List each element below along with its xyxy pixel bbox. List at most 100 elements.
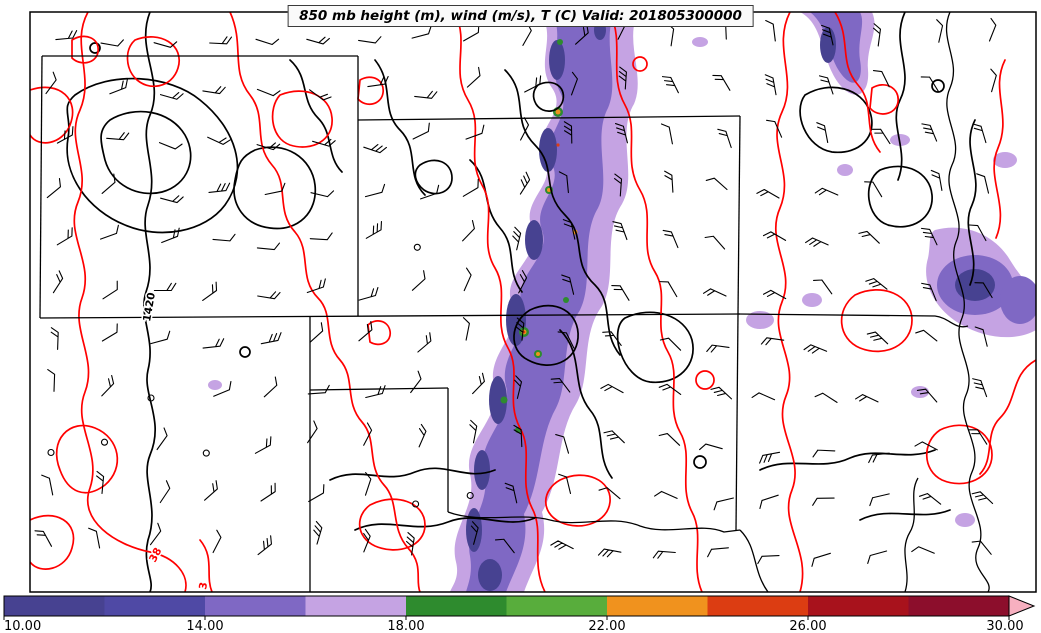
state-border-line — [735, 313, 739, 531]
wind-barb — [161, 227, 180, 244]
colorbar-tick-label: 26.00 — [789, 619, 826, 633]
wind-barb — [558, 473, 572, 495]
height-contour — [931, 79, 945, 93]
temperature-contour — [358, 498, 426, 551]
wind-barb — [363, 144, 387, 154]
wind-barb — [257, 535, 272, 556]
wind-barb — [652, 550, 676, 559]
state-border-line — [447, 511, 741, 533]
wind-barb — [470, 521, 479, 545]
wind-barb — [662, 229, 679, 249]
height-contour — [233, 146, 317, 230]
height-contour — [895, 12, 906, 181]
height-contour — [143, 12, 156, 592]
wind-barb — [766, 119, 783, 138]
wind-barb — [602, 331, 622, 346]
wind-barb — [411, 270, 426, 291]
wind-barb — [920, 227, 938, 246]
height-contour — [89, 42, 101, 54]
wind-barb — [613, 173, 623, 197]
wind-barb — [213, 380, 232, 397]
shading-patch — [810, 12, 863, 83]
wind-barb — [101, 173, 116, 194]
wind-barb — [524, 75, 542, 93]
colorbar-segment — [406, 596, 507, 616]
calm-wind-marker — [100, 438, 109, 446]
wind-barb — [759, 494, 779, 510]
wind-barb — [367, 75, 389, 88]
state-border-line — [904, 477, 919, 592]
wind-barb — [306, 278, 326, 294]
state-border-line — [958, 317, 990, 592]
shading-core — [557, 39, 563, 45]
wind-barb — [570, 71, 578, 96]
wind-barb — [971, 540, 992, 555]
height-contour — [66, 77, 239, 234]
wind-barb — [864, 181, 883, 198]
wind-barb — [765, 19, 776, 42]
wind-barb — [208, 182, 231, 193]
shading-core — [489, 376, 507, 424]
wind-barb — [472, 372, 485, 395]
wind-barb — [56, 227, 73, 246]
height-contour — [100, 110, 192, 195]
contour-label-temp: 38 — [146, 544, 166, 566]
precip-shading-mid — [466, 12, 1036, 592]
wind-barb — [209, 36, 233, 45]
temperature-contour — [869, 83, 899, 115]
temperature-contour — [229, 12, 421, 592]
temperature-contour — [126, 36, 181, 88]
wind-barb — [990, 68, 997, 93]
height-contours — [66, 12, 977, 592]
wind-barb — [45, 71, 57, 95]
shading-core — [563, 297, 569, 303]
wind-barb — [263, 376, 278, 398]
shading-core — [525, 220, 543, 260]
state-border-line — [39, 55, 43, 319]
wind-barb — [661, 76, 679, 94]
calm-wind-marker — [466, 491, 474, 500]
shading-core — [555, 109, 561, 115]
wind-barb — [256, 88, 281, 97]
wind-barb — [364, 183, 386, 198]
wind-barb — [976, 173, 990, 194]
wind-barb — [858, 230, 880, 244]
shading-core — [539, 128, 557, 172]
wind-barb — [514, 375, 523, 399]
colorbar-outline — [3, 595, 1010, 617]
state-borders — [39, 12, 990, 592]
wind-barb — [412, 122, 430, 140]
wind-barb — [204, 480, 218, 501]
wind-barb — [811, 552, 831, 567]
height-contour — [799, 86, 873, 154]
shading-patch — [802, 293, 822, 307]
shading-core — [820, 27, 836, 63]
wind-barb — [914, 441, 938, 451]
shading-patch — [1000, 276, 1036, 324]
wind-barb — [614, 122, 628, 144]
height-contour — [239, 346, 251, 358]
height-contour — [559, 329, 613, 479]
wind-barb — [418, 423, 427, 448]
height-contour — [532, 81, 565, 112]
wind-barb — [654, 490, 678, 499]
shading-core — [556, 143, 560, 147]
wind-barb — [611, 285, 630, 301]
wind-barb — [358, 286, 379, 301]
wind-barb — [504, 482, 518, 504]
wind-barb — [558, 171, 569, 194]
wind-barb — [866, 331, 889, 345]
wind-barb — [705, 177, 728, 191]
wind-barb — [469, 419, 478, 444]
wind-barb — [156, 427, 168, 451]
wind-barb — [756, 188, 780, 199]
wind-barb — [972, 378, 988, 398]
wind-barb — [813, 279, 833, 295]
colorbar-segment — [305, 596, 406, 616]
wind-barb — [365, 220, 382, 239]
wind-barb — [159, 480, 171, 504]
calm-wind-marker — [147, 394, 155, 402]
wind-barb — [812, 449, 836, 458]
